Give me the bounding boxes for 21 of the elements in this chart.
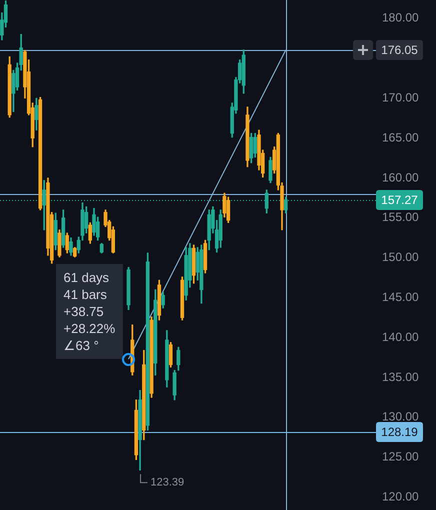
ref-line-label: 128.19: [381, 424, 418, 439]
y-tick-label: 150.00: [382, 250, 420, 264]
ref-line-label: 176.05: [381, 42, 418, 57]
y-tick-label: 135.00: [382, 370, 420, 384]
y-tick-label: 165.00: [382, 130, 420, 144]
y-tick-label: 160.00: [382, 170, 420, 184]
y-tick-label: 125.00: [382, 450, 420, 464]
y-tick-label: 145.00: [382, 290, 420, 304]
y-tick-label: 155.00: [382, 210, 420, 224]
annotation: 41 bars: [64, 286, 108, 304]
annotation: +28.22%: [64, 320, 116, 338]
y-tick-label: 120.00: [382, 490, 420, 504]
y-tick-label: 140.00: [382, 330, 420, 344]
annotation: ∠63 °: [64, 337, 100, 354]
annotation: 123.39: [150, 476, 184, 489]
ref-line-label: 157.27: [381, 192, 418, 207]
y-tick-label: 130.00: [382, 410, 420, 424]
annotation: +38.75: [64, 303, 105, 320]
y-tick-label: 180.00: [382, 10, 420, 25]
y-tick-label: 170.00: [382, 90, 420, 104]
annotation: 61 days: [64, 269, 110, 286]
